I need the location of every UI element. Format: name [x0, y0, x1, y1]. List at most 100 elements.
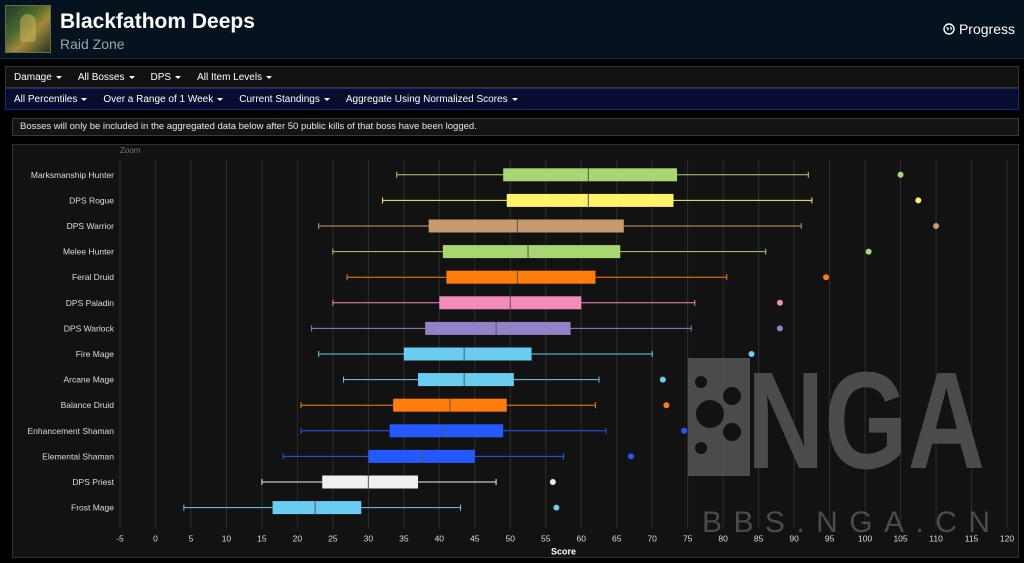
category-label: DPS Paladin	[66, 298, 114, 308]
x-tick-label: 40	[435, 533, 445, 543]
item-level-dropdown[interactable]: All Item Levels	[189, 72, 280, 83]
x-tick-label: 10	[222, 533, 232, 543]
x-tick-label: 25	[328, 533, 338, 543]
x-tick-label: 100	[858, 533, 872, 543]
caret-down-icon	[55, 75, 62, 79]
x-axis-label: Score	[551, 546, 576, 556]
metric-dropdown[interactable]: Damage	[6, 72, 70, 83]
filter-bar-secondary: All Percentiles Over a Range of 1 Week C…	[5, 88, 1019, 110]
role-label: DPS	[150, 71, 172, 83]
category-label: DPS Warlock	[64, 323, 115, 333]
outlier-point	[663, 402, 670, 409]
role-dropdown[interactable]: DPS	[143, 72, 190, 83]
x-tick-label: 45	[470, 533, 480, 543]
box-iqr	[389, 424, 504, 438]
x-tick-label: -5	[116, 533, 124, 543]
progress-link[interactable]: Progress	[943, 21, 1015, 37]
box-iqr	[442, 245, 621, 259]
category-label: Balance Druid	[61, 400, 115, 410]
category-label: Feral Druid	[72, 272, 114, 282]
aggregate-dropdown[interactable]: Aggregate Using Normalized Scores	[338, 94, 526, 105]
zone-header: Blackfathom Deeps Raid Zone Progress	[0, 0, 1024, 59]
x-tick-label: 30	[364, 533, 374, 543]
outlier-point	[865, 248, 872, 255]
outlier-point	[823, 274, 830, 281]
box-iqr	[506, 193, 674, 207]
caret-down-icon	[266, 75, 273, 79]
outlier-point	[933, 223, 940, 229]
caret-down-icon	[511, 97, 518, 101]
outlier-point	[549, 479, 556, 485]
nga-watermark-logo: NGA BBS.NGA.CN	[688, 356, 990, 539]
category-label: Frost Mage	[71, 503, 114, 513]
box-iqr	[428, 219, 624, 233]
watermark-site-text: BBS.NGA.CN	[702, 506, 990, 539]
category-label: Melee Hunter	[63, 247, 114, 257]
x-tick-label: 115	[965, 533, 979, 543]
caret-down-icon	[323, 97, 330, 101]
x-tick-label: 80	[718, 533, 728, 543]
x-tick-label: 50	[506, 533, 516, 543]
box-iqr	[272, 501, 362, 515]
time-range-dropdown[interactable]: Over a Range of 1 Week	[95, 94, 231, 105]
x-tick-label: 60	[577, 533, 587, 543]
x-tick-label: 120	[1000, 533, 1014, 543]
x-tick-label: 95	[825, 533, 835, 543]
standings-dropdown[interactable]: Current Standings	[231, 94, 338, 105]
outlier-point	[776, 299, 783, 306]
boxplot-chart[interactable]: -5 0 5 10 15 20 25 30 35 40 45 50 55 60 65 70 75 80 85 90 95…	[13, 145, 1018, 557]
box-iqr	[322, 475, 419, 489]
x-tick-label: 85	[754, 533, 764, 543]
x-tick-label: 0	[153, 533, 158, 543]
box-iqr	[403, 347, 532, 361]
aggregation-notice: Bosses will only be included in the aggr…	[12, 118, 1019, 136]
zone-portrait-icon	[5, 5, 51, 53]
zone-subtitle: Raid Zone	[60, 36, 125, 52]
outlier-point	[681, 427, 688, 434]
globe-icon	[943, 23, 955, 35]
outlier-point	[776, 325, 783, 332]
box-iqr	[446, 270, 596, 284]
outlier-point	[915, 197, 922, 204]
x-tick-label: 70	[647, 533, 657, 543]
caret-down-icon	[217, 97, 224, 101]
x-tick-label: 110	[929, 533, 943, 543]
filter-bar-primary: Damage All Bosses DPS All Item Levels	[5, 66, 1019, 88]
outlier-point	[553, 504, 560, 511]
caret-down-icon	[128, 75, 135, 79]
x-tick-label: 15	[257, 533, 267, 543]
zone-title: Blackfathom Deeps	[60, 10, 255, 33]
category-label: Fire Mage	[76, 349, 115, 359]
watermark-logo-text: NGA	[747, 356, 985, 498]
time-range-label: Over a Range of 1 Week	[103, 93, 214, 105]
box-iqr	[418, 373, 514, 387]
x-tick-label: 90	[789, 533, 799, 543]
outlier-point	[659, 376, 666, 383]
x-tick-label: 5	[189, 533, 194, 543]
category-label: Elemental Shaman	[42, 451, 114, 461]
box-iqr	[425, 321, 571, 335]
box-iqr	[503, 168, 678, 182]
percentile-dropdown[interactable]: All Percentiles	[6, 94, 95, 105]
zoom-label[interactable]: Zoom	[120, 146, 141, 155]
category-label: DPS Rogue	[69, 195, 114, 205]
x-tick-label: 20	[293, 533, 303, 543]
standings-label: Current Standings	[239, 93, 320, 105]
item-level-label: All Item Levels	[197, 71, 263, 83]
x-tick-label: 65	[612, 533, 622, 543]
outlier-point	[748, 351, 755, 357]
outlier-point	[627, 453, 634, 460]
progress-label: Progress	[958, 21, 1015, 37]
x-tick-label: 75	[683, 533, 693, 543]
boss-dropdown[interactable]: All Bosses	[70, 72, 143, 83]
x-tick-label: 35	[399, 533, 409, 543]
category-label: DPS Warrior	[67, 221, 115, 231]
category-label: Marksmanship Hunter	[31, 170, 114, 180]
x-tick-label: 55	[541, 533, 551, 543]
aggregate-label: Aggregate Using Normalized Scores	[345, 93, 508, 105]
percentile-label: All Percentiles	[14, 93, 78, 105]
x-tick-label: 105	[893, 533, 907, 543]
category-label: Enhancement Shaman	[28, 426, 115, 436]
category-label: Arcane Mage	[63, 375, 114, 385]
metric-label: Damage	[14, 71, 52, 83]
